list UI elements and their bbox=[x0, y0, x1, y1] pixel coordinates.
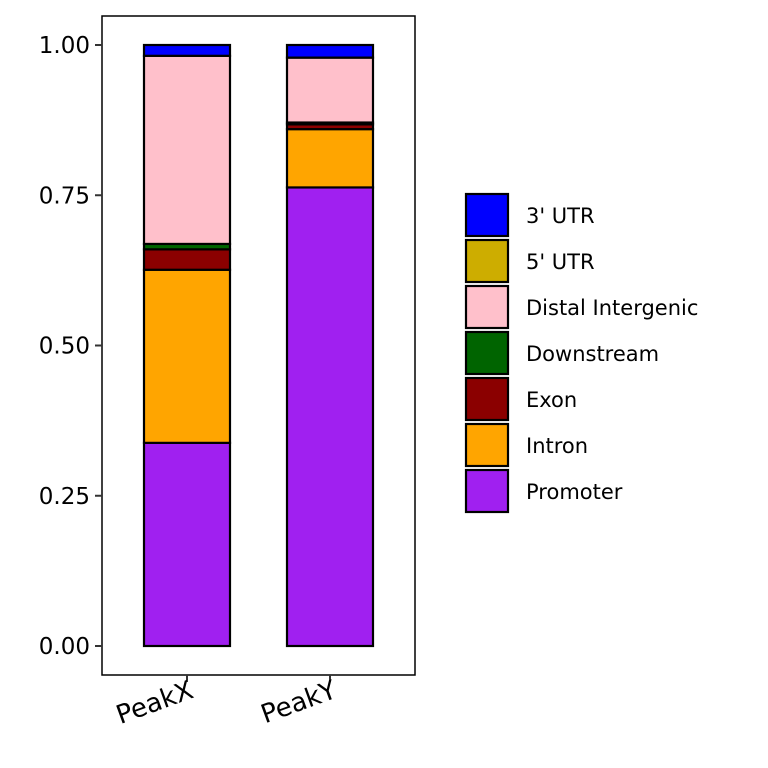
y-tick-label: 0.00 bbox=[39, 634, 90, 660]
y-axis: 0.00 0.25 0.50 0.75 1.00 bbox=[39, 33, 102, 660]
legend-label: 3' UTR bbox=[526, 204, 595, 228]
bars-layer bbox=[142, 43, 375, 648]
legend-key bbox=[464, 468, 510, 514]
legend-key bbox=[464, 192, 510, 238]
legend-key bbox=[464, 330, 510, 376]
legend-key bbox=[464, 238, 510, 284]
legend-label: 5' UTR bbox=[526, 250, 595, 274]
legend-key bbox=[464, 422, 510, 468]
bar-segment bbox=[142, 43, 232, 57]
x-axis: PeakX PeakY bbox=[112, 675, 340, 731]
legend: 3' UTR 5' UTR Distal Intergenic Downstream E… bbox=[464, 192, 698, 514]
y-tick-label: 1.00 bbox=[39, 33, 90, 59]
bar-segment bbox=[142, 248, 232, 271]
bar-segment bbox=[142, 54, 232, 246]
y-tick-label: 0.25 bbox=[39, 484, 90, 510]
bar-segment bbox=[285, 186, 375, 648]
legend-key bbox=[464, 376, 510, 422]
legend-label: Promoter bbox=[526, 480, 623, 504]
bar-segment bbox=[285, 43, 375, 59]
legend-label: Downstream bbox=[526, 342, 659, 366]
x-tick-label: PeakX bbox=[112, 675, 197, 730]
bar-segment bbox=[285, 128, 375, 189]
legend-key bbox=[464, 284, 510, 330]
bar-segment bbox=[285, 56, 375, 124]
bar-segment bbox=[142, 268, 232, 444]
legend-label: Exon bbox=[526, 388, 577, 412]
y-tick-label: 0.75 bbox=[39, 183, 90, 209]
bar-segment bbox=[142, 441, 232, 648]
x-tick-label: PeakY bbox=[257, 675, 340, 730]
y-tick-label: 0.50 bbox=[39, 334, 90, 360]
legend-label: Distal Intergenic bbox=[526, 296, 698, 320]
legend-label: Intron bbox=[526, 434, 588, 458]
